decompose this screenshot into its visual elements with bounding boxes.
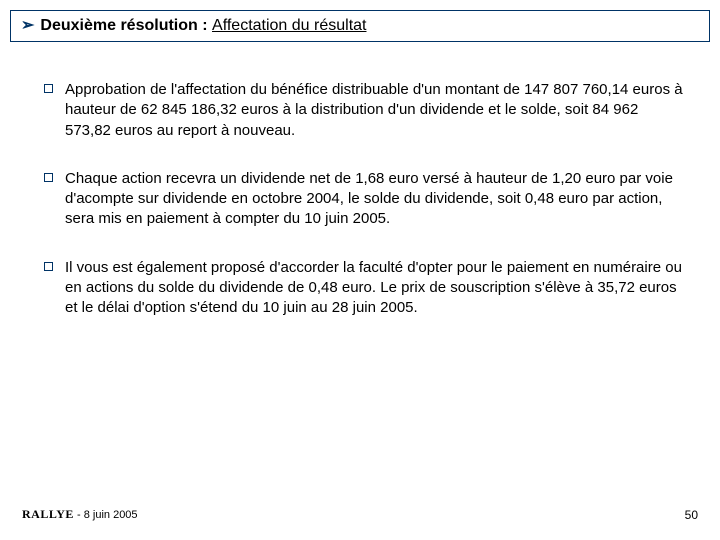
checkbox-icon [44,84,53,93]
footer-left: RALLYE - 8 juin 2005 [22,507,138,522]
list-item: Chaque action recevra un dividende net d… [44,169,686,230]
footer-brand: RALLYE [22,507,74,521]
item-text: Il vous est également proposé d'accorder… [65,258,686,319]
list-item: Approbation de l'affectation du bénéfice… [44,80,686,141]
checkbox-icon [44,262,53,271]
footer-date: 8 juin 2005 [84,509,138,521]
footer-sep: - [77,509,84,521]
list-item: Il vous est également proposé d'accorder… [44,258,686,319]
arrow-icon: ➢ [21,18,34,34]
title-box: ➢ Deuxième résolution : Affectation du r… [10,10,710,42]
checkbox-icon [44,173,53,182]
slide: ➢ Deuxième résolution : Affectation du r… [0,0,720,540]
body: Approbation de l'affectation du bénéfice… [44,80,686,346]
title-plain: Affectation du résultat [212,17,366,34]
title-bold: Deuxième résolution : [40,17,207,34]
item-text: Chaque action recevra un dividende net d… [65,169,686,230]
page-number: 50 [685,508,698,522]
item-text: Approbation de l'affectation du bénéfice… [65,80,686,141]
